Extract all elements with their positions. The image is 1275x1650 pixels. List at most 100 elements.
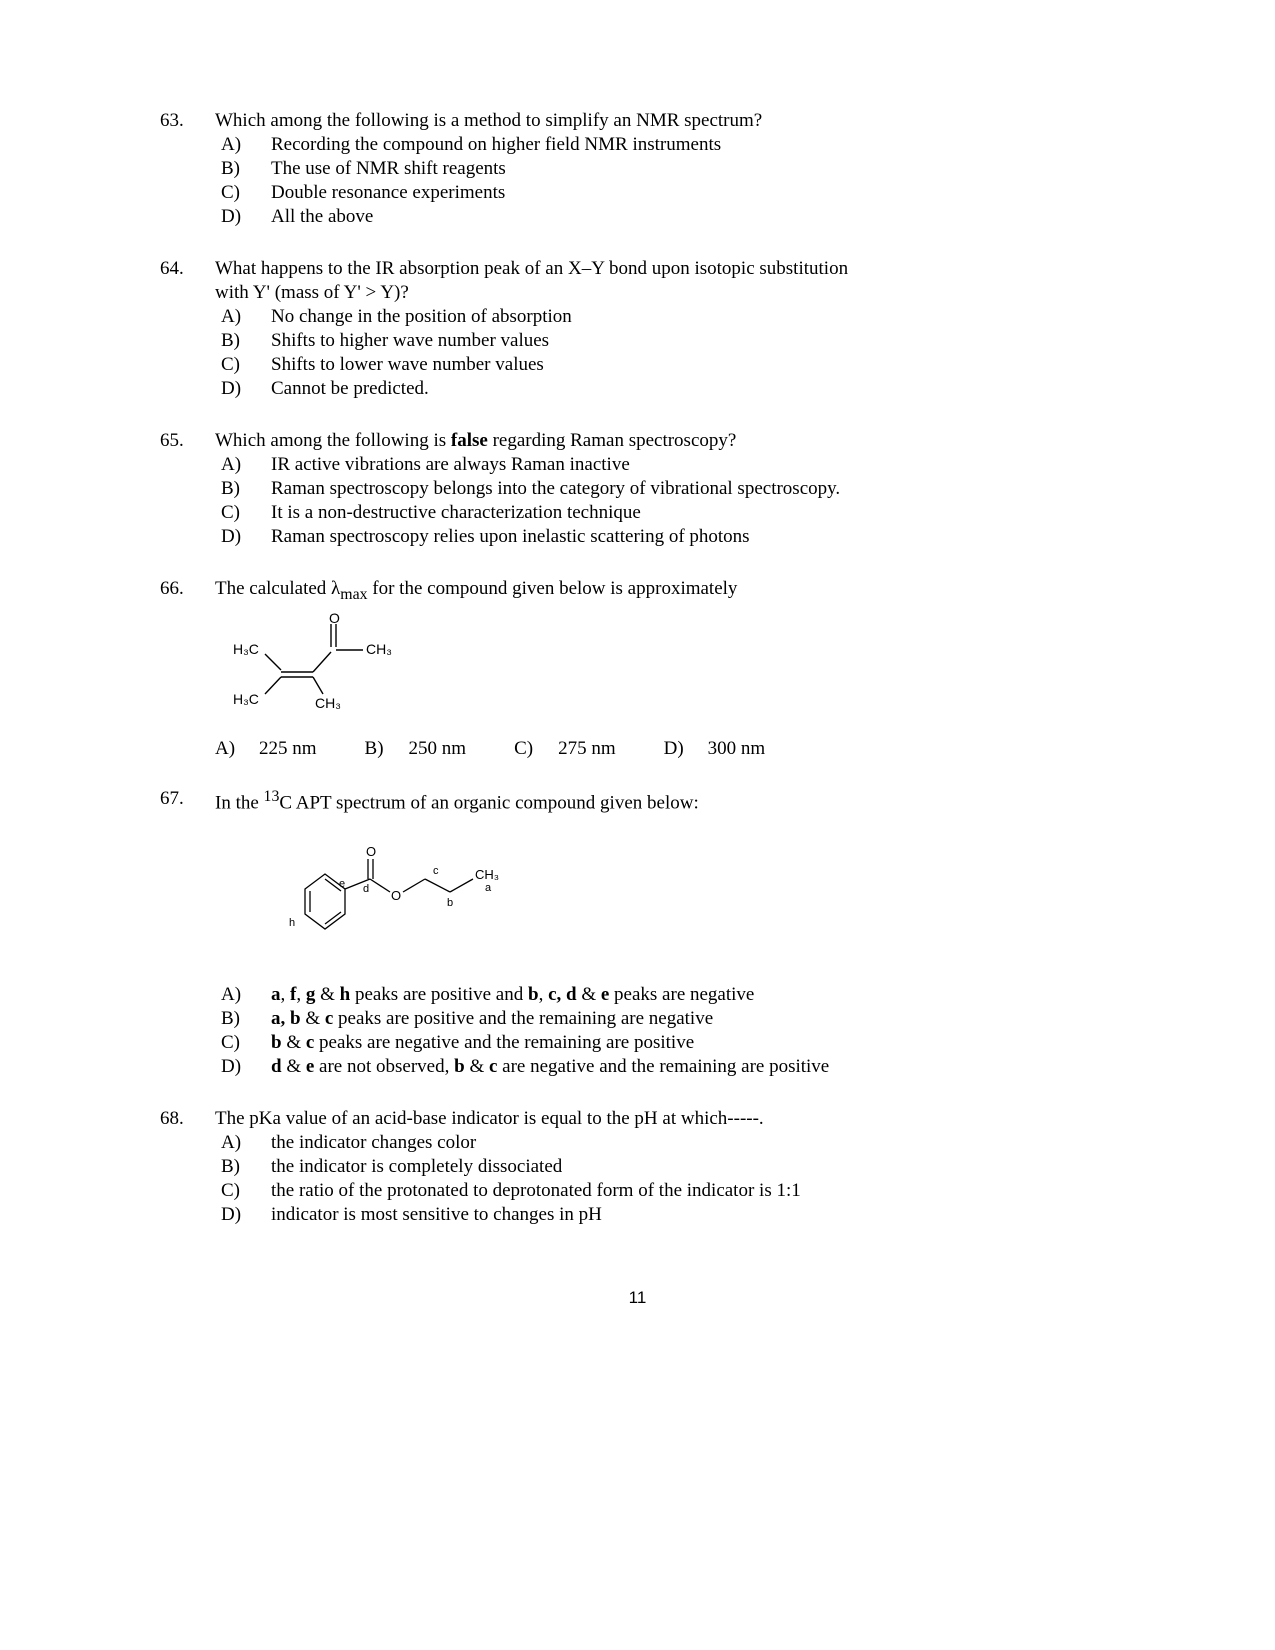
option-text: Raman spectroscopy relies upon inelastic… bbox=[271, 526, 1115, 548]
option-B: B)The use of NMR shift reagents bbox=[215, 158, 1115, 180]
stem-bold: false bbox=[451, 430, 488, 451]
question-number: 65. bbox=[160, 430, 215, 550]
label-O-top: O bbox=[366, 844, 376, 859]
question-65: 65. Which among the following is false r… bbox=[160, 430, 1115, 550]
stem-post: regarding Raman spectroscopy? bbox=[488, 430, 737, 451]
option-label: A) bbox=[215, 134, 271, 156]
question-number: 67. bbox=[160, 788, 215, 1080]
option-label: B) bbox=[215, 330, 271, 352]
option-label: D) bbox=[215, 526, 271, 548]
option-label: B) bbox=[215, 158, 271, 180]
option-text: d & e are not observed, b & c are negati… bbox=[271, 1056, 1115, 1078]
label-b: b bbox=[447, 897, 453, 909]
option-label: B) bbox=[215, 1008, 271, 1030]
option-text: Shifts to higher wave number values bbox=[271, 330, 1115, 352]
inline-options: A)225 nm B)250 nm C)275 nm D)300 nm bbox=[215, 738, 1115, 760]
option-A: A)225 nm bbox=[215, 738, 317, 760]
stem-sup: 13 bbox=[264, 788, 280, 805]
option-A: A)No change in the position of absorptio… bbox=[215, 306, 1115, 328]
question-number: 68. bbox=[160, 1108, 215, 1228]
option-D: D)Cannot be predicted. bbox=[215, 378, 1115, 400]
option-label: B) bbox=[215, 478, 271, 500]
option-B: B)the indicator is completely dissociate… bbox=[215, 1156, 1115, 1178]
label-H3C-2: H₃C bbox=[233, 691, 259, 707]
stem-post: for the compound given below is approxim… bbox=[368, 578, 738, 599]
option-label: D) bbox=[215, 206, 271, 228]
label-CH3: CH₃ bbox=[475, 867, 499, 882]
option-D: D)Raman spectroscopy relies upon inelast… bbox=[215, 526, 1115, 548]
option-A: A)a, f, g & h peaks are positive and b, … bbox=[215, 984, 1115, 1006]
question-63: 63. Which among the following is a metho… bbox=[160, 110, 1115, 230]
option-B: B)a, b & c peaks are positive and the re… bbox=[215, 1008, 1115, 1030]
stem-post: C APT spectrum of an organic compound gi… bbox=[279, 792, 698, 813]
option-text: the indicator is completely dissociated bbox=[271, 1156, 1115, 1178]
option-text: 275 nm bbox=[558, 738, 616, 760]
option-C: C)It is a non-destructive characterizati… bbox=[215, 502, 1115, 524]
stem-pre: In the bbox=[215, 792, 264, 813]
question-66: 66. The calculated λmax for the compound… bbox=[160, 578, 1115, 760]
option-label: C) bbox=[514, 738, 558, 760]
option-label: A) bbox=[215, 984, 271, 1006]
option-label: D) bbox=[215, 1056, 271, 1078]
option-label: A) bbox=[215, 1132, 271, 1154]
option-label: D) bbox=[664, 738, 708, 760]
option-text: a, f, g & h peaks are positive and b, c,… bbox=[271, 984, 1115, 1006]
option-text: 300 nm bbox=[708, 738, 766, 760]
option-text: Raman spectroscopy belongs into the cate… bbox=[271, 478, 1115, 500]
option-text: the ratio of the protonated to deprotona… bbox=[271, 1180, 1115, 1202]
stem-pre: The calculated λ bbox=[215, 578, 340, 599]
option-text: All the above bbox=[271, 206, 1115, 228]
label-CH3-2: CH₃ bbox=[315, 695, 341, 711]
chemical-structure-66: O CH₃ H₃C H₃C CH₃ bbox=[223, 612, 1115, 722]
option-text: a, b & c peaks are positive and the rema… bbox=[271, 1008, 1115, 1030]
question-body: The pKa value of an acid-base indicator … bbox=[215, 1108, 1115, 1228]
label-c: c bbox=[433, 865, 439, 877]
page-number: 11 bbox=[160, 1288, 1115, 1308]
question-stem-line1: What happens to the IR absorption peak o… bbox=[215, 258, 1115, 280]
option-text: indicator is most sensitive to changes i… bbox=[271, 1204, 1115, 1226]
question-body: In the 13C APT spectrum of an organic co… bbox=[215, 788, 1115, 1080]
exam-page: 63. Which among the following is a metho… bbox=[0, 0, 1275, 1368]
option-label: A) bbox=[215, 454, 271, 476]
question-number: 66. bbox=[160, 578, 215, 760]
option-label: C) bbox=[215, 182, 271, 204]
option-B: B)Raman spectroscopy belongs into the ca… bbox=[215, 478, 1115, 500]
question-stem: The calculated λmax for the compound giv… bbox=[215, 578, 1115, 604]
option-D: D)d & e are not observed, b & c are nega… bbox=[215, 1056, 1115, 1078]
option-label: C) bbox=[215, 1032, 271, 1054]
question-body: The calculated λmax for the compound giv… bbox=[215, 578, 1115, 760]
question-64: 64. What happens to the IR absorption pe… bbox=[160, 258, 1115, 402]
option-label: A) bbox=[215, 306, 271, 328]
option-text: Shifts to lower wave number values bbox=[271, 354, 1115, 376]
question-number: 64. bbox=[160, 258, 215, 402]
option-D: D)300 nm bbox=[664, 738, 766, 760]
question-stem: Which among the following is false regar… bbox=[215, 430, 1115, 452]
option-text: 250 nm bbox=[409, 738, 467, 760]
question-67: 67. In the 13C APT spectrum of an organi… bbox=[160, 788, 1115, 1080]
option-A: A)the indicator changes color bbox=[215, 1132, 1115, 1154]
option-C: C)the ratio of the protonated to deproto… bbox=[215, 1180, 1115, 1202]
question-body: What happens to the IR absorption peak o… bbox=[215, 258, 1115, 402]
option-text: The use of NMR shift reagents bbox=[271, 158, 1115, 180]
stem-sub: max bbox=[340, 586, 367, 603]
option-label: C) bbox=[215, 354, 271, 376]
option-B: B)Shifts to higher wave number values bbox=[215, 330, 1115, 352]
label-CH3-1: CH₃ bbox=[366, 641, 392, 657]
option-label: B) bbox=[215, 1156, 271, 1178]
label-H3C-1: H₃C bbox=[233, 641, 259, 657]
label-h: h bbox=[289, 917, 295, 929]
question-stem-line2: with Y' (mass of Y' > Y)? bbox=[215, 282, 1115, 304]
option-D: D)All the above bbox=[215, 206, 1115, 228]
option-label: A) bbox=[215, 738, 259, 760]
option-A: A)IR active vibrations are always Raman … bbox=[215, 454, 1115, 476]
question-stem: In the 13C APT spectrum of an organic co… bbox=[215, 788, 1115, 814]
option-text: b & c peaks are negative and the remaini… bbox=[271, 1032, 1115, 1054]
option-C: C)Shifts to lower wave number values bbox=[215, 354, 1115, 376]
option-label: D) bbox=[215, 1204, 271, 1226]
option-label: D) bbox=[215, 378, 271, 400]
option-text: No change in the position of absorption bbox=[271, 306, 1115, 328]
option-text: Cannot be predicted. bbox=[271, 378, 1115, 400]
option-A: A)Recording the compound on higher field… bbox=[215, 134, 1115, 156]
label-a: a bbox=[485, 882, 492, 894]
option-C: C)b & c peaks are negative and the remai… bbox=[215, 1032, 1115, 1054]
